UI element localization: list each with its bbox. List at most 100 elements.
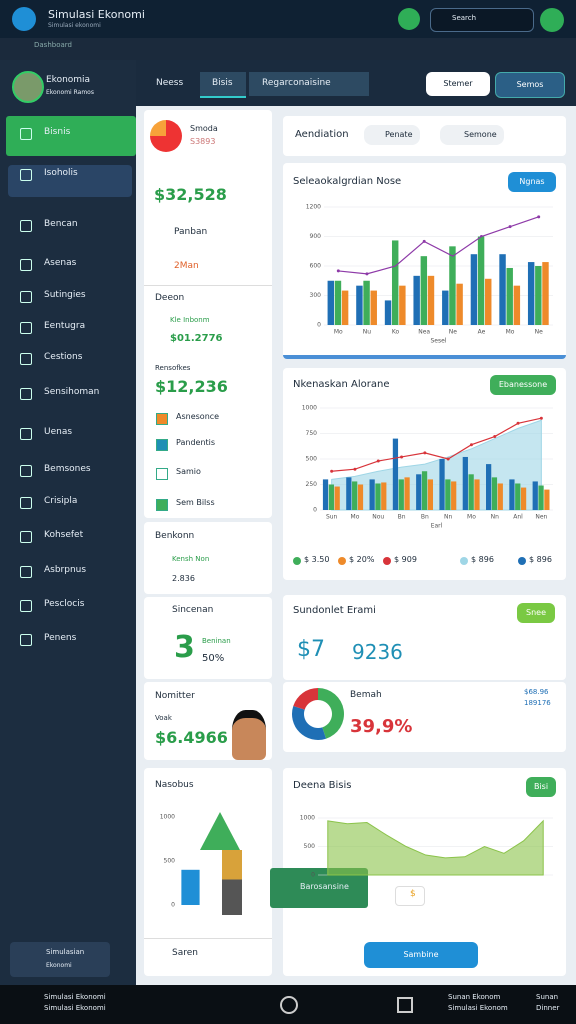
primary-button[interactable]: Sambine bbox=[364, 942, 478, 968]
label: Bemah bbox=[350, 690, 382, 700]
x-tick-label: Mo bbox=[506, 329, 515, 336]
bar bbox=[538, 485, 544, 510]
item-icon bbox=[156, 499, 168, 511]
menu-item[interactable]: Asbrpnus bbox=[44, 565, 87, 575]
tab[interactable]: Regarconaisine bbox=[262, 78, 331, 88]
bar bbox=[442, 290, 449, 325]
item-icon bbox=[156, 413, 168, 425]
menu-item[interactable]: Bisnis bbox=[44, 127, 71, 137]
chart-button[interactable]: Ebanessone bbox=[490, 375, 556, 395]
bar bbox=[334, 280, 342, 325]
x-tick-label: Nea bbox=[418, 329, 430, 336]
chart-button[interactable]: Bisi bbox=[526, 777, 556, 797]
card bbox=[144, 597, 272, 679]
bar bbox=[370, 290, 377, 325]
bar bbox=[416, 474, 422, 510]
y-tick-label: 0 bbox=[317, 322, 321, 329]
menu-highlight[interactable] bbox=[8, 165, 132, 197]
bar bbox=[357, 484, 364, 510]
label: Kle Inbonm bbox=[170, 316, 210, 324]
label: Kensh Non bbox=[172, 555, 210, 563]
menu-item[interactable]: Penens bbox=[44, 633, 77, 643]
legend-swatch bbox=[293, 557, 301, 565]
menu-item[interactable]: Sensihoman bbox=[44, 387, 100, 397]
y-tick-label: 0 bbox=[313, 507, 317, 514]
menu-item[interactable]: Crisipla bbox=[44, 496, 78, 506]
tab[interactable]: Neess bbox=[156, 78, 184, 88]
x-tick-label: Sun bbox=[326, 514, 338, 521]
action-button[interactable]: Stemer bbox=[426, 72, 490, 96]
bar bbox=[420, 256, 428, 325]
x-tick-label: Ne bbox=[449, 329, 457, 336]
x-tick-label: Anl bbox=[513, 514, 523, 521]
y-tick-label: 0 bbox=[311, 872, 315, 879]
chip[interactable] bbox=[440, 125, 504, 145]
x-tick-label: Nu bbox=[363, 329, 371, 336]
search-box[interactable] bbox=[430, 8, 534, 32]
item-icon bbox=[156, 468, 168, 480]
bar bbox=[470, 254, 478, 325]
big-number: 3 bbox=[174, 630, 195, 665]
bar bbox=[474, 479, 480, 510]
menu-item[interactable]: Cestions bbox=[44, 352, 83, 362]
home-button[interactable] bbox=[280, 996, 298, 1014]
tab[interactable]: Bisis bbox=[212, 78, 233, 88]
label: $68.96 bbox=[524, 688, 549, 696]
area bbox=[327, 819, 544, 876]
card-button[interactable]: Snee bbox=[517, 603, 555, 623]
tooltip-text: $ bbox=[410, 889, 416, 899]
y-tick-label: 900 bbox=[310, 233, 322, 240]
legend-label: $ 909 bbox=[394, 555, 417, 564]
x-tick-label: Nou bbox=[372, 514, 384, 521]
menu-item[interactable]: Asenas bbox=[44, 258, 77, 268]
x-tick-label: Ko bbox=[392, 329, 400, 336]
legend-swatch bbox=[383, 557, 391, 565]
action-button[interactable]: Semos bbox=[495, 72, 565, 98]
footer-title: Simulasian bbox=[46, 948, 85, 956]
donut-slice bbox=[293, 688, 318, 710]
nav-text: Simulasi Ekonom bbox=[448, 1004, 508, 1012]
divider bbox=[144, 938, 272, 939]
nav-text: Sunan Ekonom bbox=[448, 993, 501, 1001]
bar bbox=[181, 869, 200, 905]
menu-item[interactable]: Isoholis bbox=[44, 168, 78, 178]
logo bbox=[12, 7, 36, 31]
menu-item[interactable]: Kohsefet bbox=[44, 530, 84, 540]
sidebar-footer[interactable] bbox=[10, 942, 110, 977]
breadcrumb: Dashboard bbox=[34, 41, 72, 49]
nav-text: Dinner bbox=[536, 1004, 560, 1012]
bar bbox=[515, 483, 521, 510]
menu-item[interactable]: Bencan bbox=[44, 219, 78, 229]
menu-active[interactable] bbox=[6, 116, 136, 156]
menu-item[interactable]: Eentugra bbox=[44, 321, 86, 331]
tab-box[interactable] bbox=[249, 72, 369, 96]
label[interactable]: Saren bbox=[172, 948, 198, 958]
bar bbox=[535, 266, 542, 325]
profile-button[interactable] bbox=[540, 8, 564, 32]
notify-button[interactable] bbox=[398, 8, 420, 30]
label: Beninan bbox=[202, 637, 231, 645]
chart-button[interactable]: Ngnas bbox=[508, 172, 556, 192]
menu-item[interactable]: Uenas bbox=[44, 427, 73, 437]
menu-item[interactable]: Pesclocis bbox=[44, 599, 85, 609]
menu-item[interactable]: Sutingies bbox=[44, 290, 86, 300]
menu-item[interactable]: Bemsones bbox=[44, 464, 91, 474]
value: 9236 bbox=[352, 640, 403, 664]
chip-label: Semone bbox=[464, 130, 497, 139]
chip[interactable] bbox=[364, 125, 420, 145]
x-tick-label: Ae bbox=[478, 329, 486, 336]
legend-label: $ 3.50 bbox=[304, 555, 330, 564]
menu-icon bbox=[20, 566, 32, 578]
bar bbox=[341, 290, 349, 325]
tab-active[interactable] bbox=[200, 72, 246, 98]
bar bbox=[462, 456, 468, 510]
bar bbox=[506, 267, 513, 325]
recent-button[interactable] bbox=[397, 997, 413, 1013]
value: 50% bbox=[202, 653, 225, 664]
bar bbox=[421, 471, 428, 510]
illustration bbox=[200, 812, 240, 850]
bar bbox=[404, 477, 410, 510]
bar bbox=[499, 254, 506, 325]
value: $6.4966 bbox=[155, 728, 228, 747]
